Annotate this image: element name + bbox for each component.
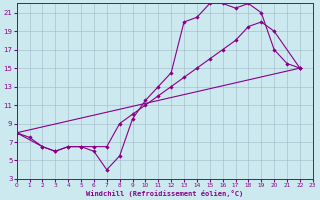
X-axis label: Windchill (Refroidissement éolien,°C): Windchill (Refroidissement éolien,°C): [86, 190, 243, 197]
